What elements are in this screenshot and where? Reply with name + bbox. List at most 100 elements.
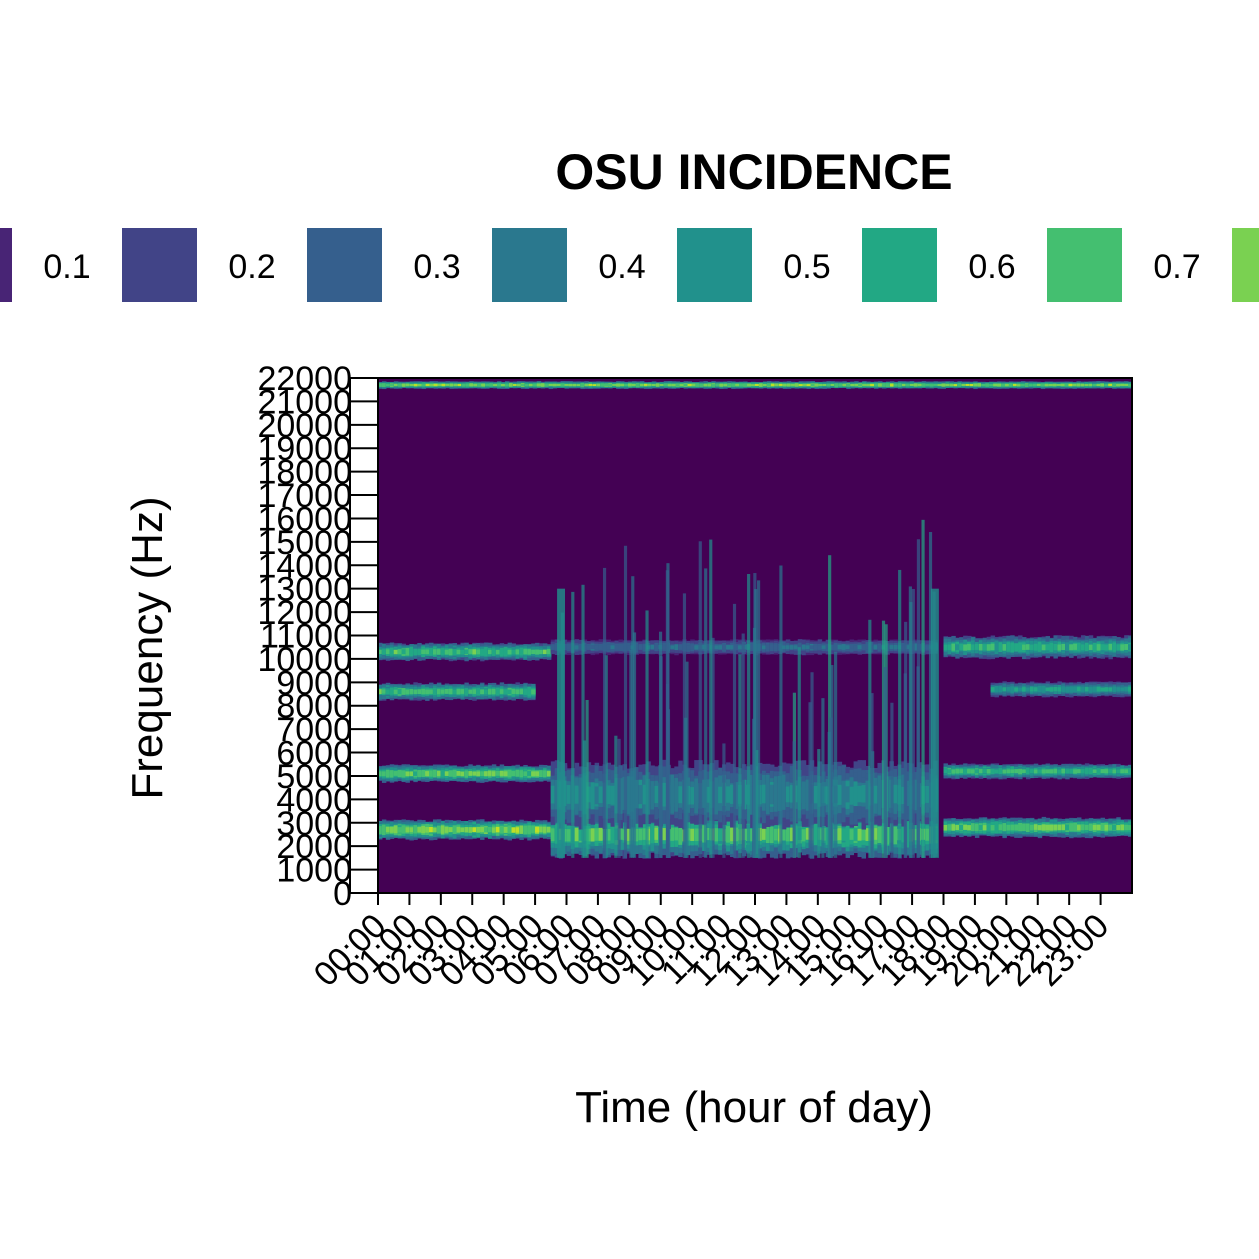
heatmap-cell (1018, 687, 1023, 692)
heatmap-cell (576, 384, 581, 386)
heatmap-cell (452, 689, 458, 695)
heatmap-cell (638, 785, 643, 805)
heatmap-cell (389, 384, 395, 387)
heatmap-cell (460, 689, 465, 694)
heatmap-cell (805, 645, 811, 650)
heatmap-cell (472, 689, 477, 694)
heatmap-cell (909, 383, 915, 386)
heatmap-cell (527, 649, 532, 655)
heatmap-cell (961, 383, 966, 387)
heatmap-cell (1006, 644, 1011, 650)
heatmap-cell (484, 771, 489, 777)
heatmap-cell (425, 771, 430, 777)
heatmap-cell (726, 645, 731, 650)
heatmap-cell (1018, 769, 1023, 774)
heatmap-cell (1112, 644, 1117, 651)
heatmap-cell (805, 787, 811, 804)
heatmap-cell (1025, 644, 1031, 650)
heatmap-cell (773, 828, 779, 841)
heatmap-cell (464, 771, 469, 777)
heatmap-cell (564, 384, 569, 386)
heatmap-cell (472, 649, 477, 655)
heatmap-cell (901, 828, 906, 842)
heatmap-cell (969, 383, 974, 387)
heatmap-cell (389, 827, 395, 833)
heatmap-cell (866, 384, 871, 386)
heatmap-cell (1100, 644, 1106, 651)
heatmap-cell (809, 645, 815, 650)
heatmap-cell (554, 785, 560, 805)
heatmap-cell (901, 645, 906, 650)
heatmap-cell (464, 827, 469, 833)
heatmap-cell (690, 787, 695, 805)
heatmap-cell (590, 787, 596, 805)
heatmap-cell (774, 384, 780, 386)
heatmap-cell (409, 649, 414, 655)
heatmap-cell (421, 649, 426, 655)
heatmap-cell (873, 645, 878, 650)
heatmap-cell (773, 785, 779, 803)
heatmap-cell (773, 644, 779, 650)
heatmap-cell (949, 384, 954, 387)
heatmap-cell (925, 828, 930, 841)
heatmap-cell (761, 645, 767, 650)
heatmap-cell (578, 645, 584, 650)
heatmap-cell (1112, 687, 1117, 692)
heatmap-cell (841, 785, 847, 805)
heatmap-cell (405, 771, 410, 777)
heatmap-cell (1049, 687, 1054, 692)
heatmap-cell (542, 770, 548, 776)
heatmap-cell (1116, 383, 1121, 387)
heatmap-cell (468, 827, 473, 833)
heatmap-cell (743, 383, 748, 386)
heatmap-cell (456, 689, 461, 695)
heatmap-cell (990, 643, 996, 651)
heatmap-cell (1120, 644, 1125, 651)
heatmap-cell (1088, 769, 1094, 774)
heatmap-cell (566, 829, 572, 842)
heatmap-cell (706, 644, 711, 650)
heatmap-cell (654, 644, 659, 650)
heatmap-cell (444, 649, 450, 655)
legend-label: 0.7 (1153, 248, 1200, 286)
heatmap-cell (393, 771, 399, 776)
heatmap-cell (535, 771, 540, 777)
heatmap-cell (707, 384, 712, 387)
heatmap-cell (885, 383, 891, 387)
heatmap-cell (1010, 824, 1015, 831)
heatmap-cell (1033, 643, 1039, 651)
heatmap-cell (1057, 644, 1062, 651)
heatmap-cell (425, 826, 430, 833)
heatmap-cell (523, 689, 528, 695)
heatmap-cell (694, 785, 699, 804)
heatmap-cell (1057, 824, 1062, 831)
heatmap-cell (389, 689, 395, 695)
heatmap-cell (850, 383, 855, 387)
heatmap-cell (769, 784, 775, 805)
heatmap-cell (401, 827, 406, 833)
heatmap-cell (1029, 824, 1035, 831)
heatmap-cell (515, 689, 520, 695)
heatmap-cell (781, 645, 787, 650)
legend-swatch (1047, 228, 1122, 302)
heatmap-cell (678, 786, 683, 804)
heatmap-cell (865, 645, 870, 650)
heatmap-cell (1053, 643, 1058, 651)
heatmap-cell (1084, 384, 1089, 387)
heatmap-cell (531, 771, 536, 777)
heatmap-cell (527, 771, 532, 776)
heatmap-cell (841, 828, 847, 841)
heatmap-cell (711, 384, 716, 387)
heatmap-cell (1108, 383, 1113, 386)
heatmap-cell (594, 828, 600, 841)
heatmap-cell (409, 689, 414, 695)
heatmap-cell (634, 828, 639, 842)
heatmap-cell (943, 644, 948, 651)
heatmap-cell (511, 649, 516, 655)
heatmap-cell (925, 785, 930, 803)
heatmap-cell (1061, 687, 1066, 692)
heatmap-cell (1077, 769, 1082, 774)
heatmap-cell (457, 384, 462, 386)
heatmap-cell (765, 785, 771, 804)
heatmap-cell (1002, 769, 1007, 774)
